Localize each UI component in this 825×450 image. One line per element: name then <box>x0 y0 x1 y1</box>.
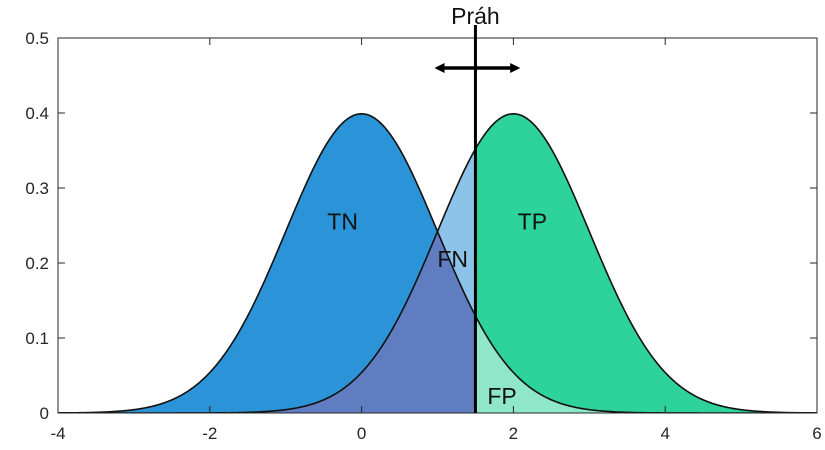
area-tn <box>58 113 476 413</box>
area-fp <box>475 315 817 413</box>
region-label-fp: FP <box>487 383 516 409</box>
threshold-label: Práh <box>451 3 500 29</box>
region-labels: TN FN TP FP <box>327 208 547 409</box>
area-overlap-left <box>58 233 476 413</box>
x-tick-label: 2 <box>509 424 518 443</box>
x-tick-label: 4 <box>660 424 669 443</box>
y-axis-ticks: 0 0.1 0.2 0.3 0.4 0.5 <box>25 29 817 423</box>
y-tick-label: 0.5 <box>25 29 49 48</box>
region-label-tp: TP <box>518 208 547 234</box>
region-label-fn: FN <box>437 246 468 272</box>
x-tick-label: 6 <box>812 424 821 443</box>
y-tick-label: 0.2 <box>25 254 49 273</box>
area-tp <box>475 113 817 413</box>
x-tick-label: -4 <box>50 424 65 443</box>
distribution-areas <box>58 113 817 413</box>
x-axis-ticks: -4 -2 0 2 4 6 <box>50 38 822 443</box>
plot-frame <box>57 37 818 414</box>
y-tick-label: 0.4 <box>25 104 49 123</box>
y-tick-label: 0 <box>40 404 49 423</box>
y-tick-label: 0.3 <box>25 179 49 198</box>
y-tick-label: 0.1 <box>25 329 49 348</box>
x-tick-label: -2 <box>202 424 217 443</box>
region-label-tn: TN <box>327 208 358 234</box>
x-tick-label: 0 <box>357 424 366 443</box>
